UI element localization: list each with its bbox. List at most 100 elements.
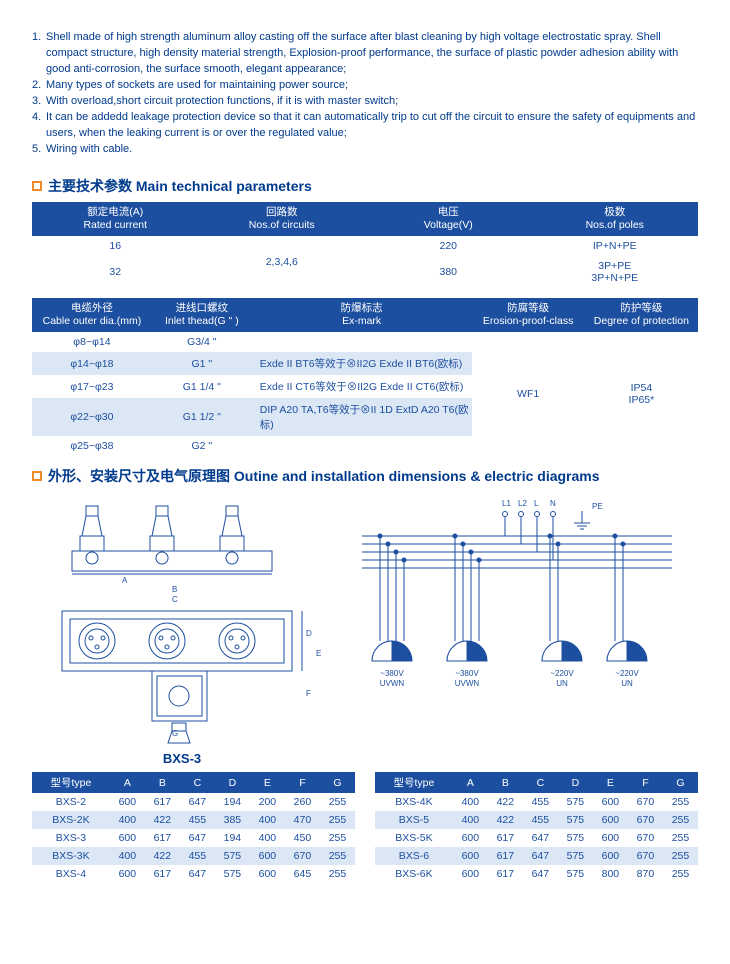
svg-text:E: E xyxy=(316,649,321,658)
cell: 670 xyxy=(628,811,663,829)
svg-text:L2: L2 xyxy=(518,499,527,508)
svg-text:A: A xyxy=(122,576,128,585)
svg-text:~220V: ~220V xyxy=(550,669,574,678)
cell: 600 xyxy=(593,847,628,865)
note-text: Wiring with cable. xyxy=(46,142,698,158)
col-header: 电压 Voltage(V) xyxy=(365,202,532,236)
col-header: 防爆标志 Ex-mark xyxy=(252,298,472,332)
feature-notes: 1.Shell made of high strength aluminum a… xyxy=(32,30,698,158)
cell: 400 xyxy=(453,811,488,829)
cell: 380 xyxy=(365,256,532,288)
cell: 575 xyxy=(558,793,593,811)
col-header: A xyxy=(453,772,488,793)
note-number: 5. xyxy=(32,142,46,158)
col-header: D xyxy=(558,772,593,793)
cell: 617 xyxy=(145,793,180,811)
col-header: 型号type xyxy=(32,772,110,793)
svg-text:D: D xyxy=(306,629,312,638)
cell: 385 xyxy=(215,811,250,829)
cell: IP54 IP65* xyxy=(585,332,698,456)
cell: 3P+PE 3P+N+PE xyxy=(532,256,699,288)
col-header: F xyxy=(285,772,320,793)
svg-text:B: B xyxy=(172,585,177,594)
cell: 575 xyxy=(215,865,250,883)
cell: 455 xyxy=(523,793,558,811)
cell: BXS-4 xyxy=(32,865,110,883)
cell: 647 xyxy=(523,847,558,865)
cell: 220 xyxy=(365,236,532,256)
cell: φ14~φ18 xyxy=(32,352,152,375)
cell: 422 xyxy=(488,811,523,829)
cell: BXS-3K xyxy=(32,847,110,865)
cell: 255 xyxy=(320,793,355,811)
col-header: 进线口螺纹 Inlet thead(G " ) xyxy=(152,298,252,332)
section-title-diagram: 外形、安装尺寸及电气原理图 Outine and installation di… xyxy=(32,466,698,486)
note-text: Many types of sockets are used for maint… xyxy=(46,78,698,94)
cell: BXS-5 xyxy=(375,811,453,829)
svg-text:N: N xyxy=(550,499,556,508)
cell: 255 xyxy=(663,847,698,865)
col-header: E xyxy=(593,772,628,793)
cell: 617 xyxy=(488,847,523,865)
cell: 647 xyxy=(180,793,215,811)
note-text: Shell made of high strength aluminum all… xyxy=(46,30,698,78)
cell: 400 xyxy=(453,793,488,811)
cell: 600 xyxy=(250,865,285,883)
cell: WF1 xyxy=(472,332,585,456)
cell: 600 xyxy=(453,829,488,847)
cell: φ25~φ38 xyxy=(32,436,152,456)
svg-text:UVWN: UVWN xyxy=(380,679,405,688)
cell: 32 xyxy=(32,256,199,288)
wiring-diagram: L1L2LN PE ~380VUVWN~380VUVWN~220VUN~220V… xyxy=(352,496,682,716)
col-header: E xyxy=(250,772,285,793)
col-header: D xyxy=(215,772,250,793)
cell: BXS-6K xyxy=(375,865,453,883)
outline-diagram: A B C D E xyxy=(32,496,332,746)
col-header: G xyxy=(320,772,355,793)
note-number: 1. xyxy=(32,30,46,78)
cell: 194 xyxy=(215,829,250,847)
cell: 455 xyxy=(523,811,558,829)
cell: DIP A20 TA,T6等效于⊗II 1D ExtD A20 T6(欧标) xyxy=(252,398,472,436)
col-header: 回路数 Nos.of circuits xyxy=(199,202,366,236)
svg-text:~220V: ~220V xyxy=(615,669,639,678)
cell: 575 xyxy=(558,865,593,883)
col-header: G xyxy=(663,772,698,793)
cell: 575 xyxy=(558,811,593,829)
col-header: 极数 Nos.of poles xyxy=(532,202,699,236)
dim-table-right: 型号typeABCDEFG BXS-4K40042245557560067025… xyxy=(375,772,698,883)
cell: Exde II CT6等效于⊗II2G Exde II CT6(欧标) xyxy=(252,375,472,398)
section-title-params: 主要技术参数 Main technical parameters xyxy=(32,176,698,196)
note-number: 2. xyxy=(32,78,46,94)
cell: G1 " xyxy=(152,352,252,375)
dim-table-left: 型号typeABCDEFG BXS-2600617647194200260255… xyxy=(32,772,355,883)
cell: 600 xyxy=(110,793,145,811)
cell: 670 xyxy=(285,847,320,865)
diagram-label: BXS-3 xyxy=(32,751,332,766)
cell: 194 xyxy=(215,793,250,811)
cell: φ22~φ30 xyxy=(32,398,152,436)
svg-text:L: L xyxy=(534,499,539,508)
cell: 600 xyxy=(453,865,488,883)
cell: 670 xyxy=(628,829,663,847)
col-header: C xyxy=(180,772,215,793)
cell: 600 xyxy=(250,847,285,865)
col-header: F xyxy=(628,772,663,793)
cell: 260 xyxy=(285,793,320,811)
cell: 422 xyxy=(145,847,180,865)
cell: 575 xyxy=(558,829,593,847)
section-title-text: 主要技术参数 Main technical parameters xyxy=(48,176,312,196)
cell: 670 xyxy=(628,847,663,865)
bullet-icon xyxy=(32,471,42,481)
cell: 400 xyxy=(110,847,145,865)
cell: 600 xyxy=(453,847,488,865)
cell: 617 xyxy=(145,829,180,847)
cell: 400 xyxy=(250,829,285,847)
svg-text:UN: UN xyxy=(621,679,633,688)
cell: BXS-2K xyxy=(32,811,110,829)
svg-text:~380V: ~380V xyxy=(380,669,404,678)
cell xyxy=(252,436,472,456)
col-header: 防腐等级 Erosion-proof-class xyxy=(472,298,585,332)
col-header: 防护等级 Degree of protection xyxy=(585,298,698,332)
cell: G2 " xyxy=(152,436,252,456)
